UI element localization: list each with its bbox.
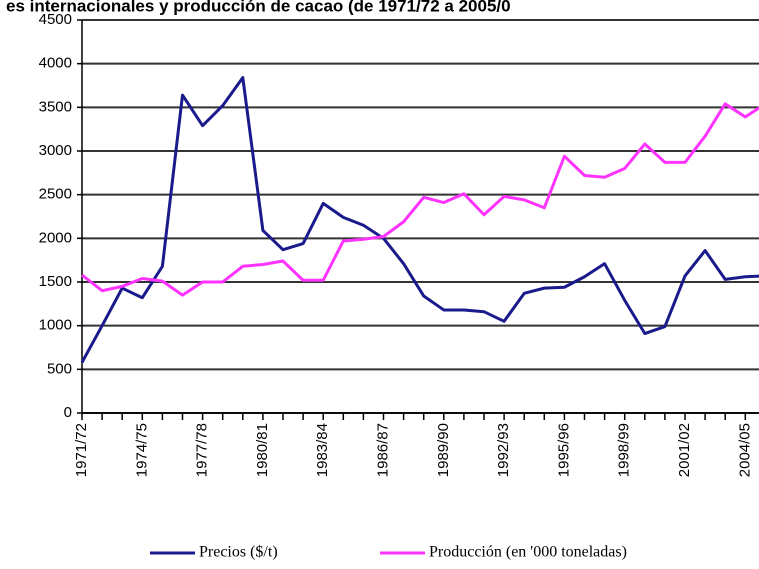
- y-tick-label: 3500: [39, 98, 72, 115]
- x-tick-label: 1992/93: [495, 423, 512, 477]
- y-tick-label: 3000: [39, 142, 72, 159]
- series-line: [81, 102, 759, 297]
- x-tick-label: 1983/84: [314, 423, 331, 477]
- y-tick-label: 1500: [39, 273, 72, 290]
- chart-title: es internacionales y producción de cacao…: [6, 0, 511, 15]
- x-tick-label: 1971/72: [73, 423, 90, 477]
- x-tick-label: 2001/02: [676, 423, 693, 477]
- series-line: [80, 76, 759, 364]
- x-tick-label: 1989/90: [435, 423, 452, 477]
- y-tick-label: 4000: [39, 55, 72, 72]
- y-tick-label: 0: [64, 404, 72, 421]
- y-tick-label: 500: [47, 360, 72, 377]
- x-tick-label: 1980/81: [254, 423, 271, 477]
- y-tick-label: 2000: [39, 229, 72, 246]
- y-tick-label: 4500: [39, 11, 72, 28]
- legend-label: Producción (en '000 toneladas): [429, 544, 627, 561]
- x-tick-label: 1974/75: [133, 423, 150, 477]
- legend-label: Precios ($/t): [199, 544, 278, 561]
- y-tick-label: 2500: [39, 186, 72, 203]
- x-tick-label: 2004/05: [736, 423, 753, 477]
- x-tick-label: 1986/87: [374, 423, 391, 477]
- x-tick-label: 1998/99: [616, 423, 633, 477]
- y-tick-label: 1000: [39, 317, 72, 334]
- x-tick-label: 1977/78: [194, 423, 211, 477]
- x-tick-label: 1995/96: [555, 423, 572, 477]
